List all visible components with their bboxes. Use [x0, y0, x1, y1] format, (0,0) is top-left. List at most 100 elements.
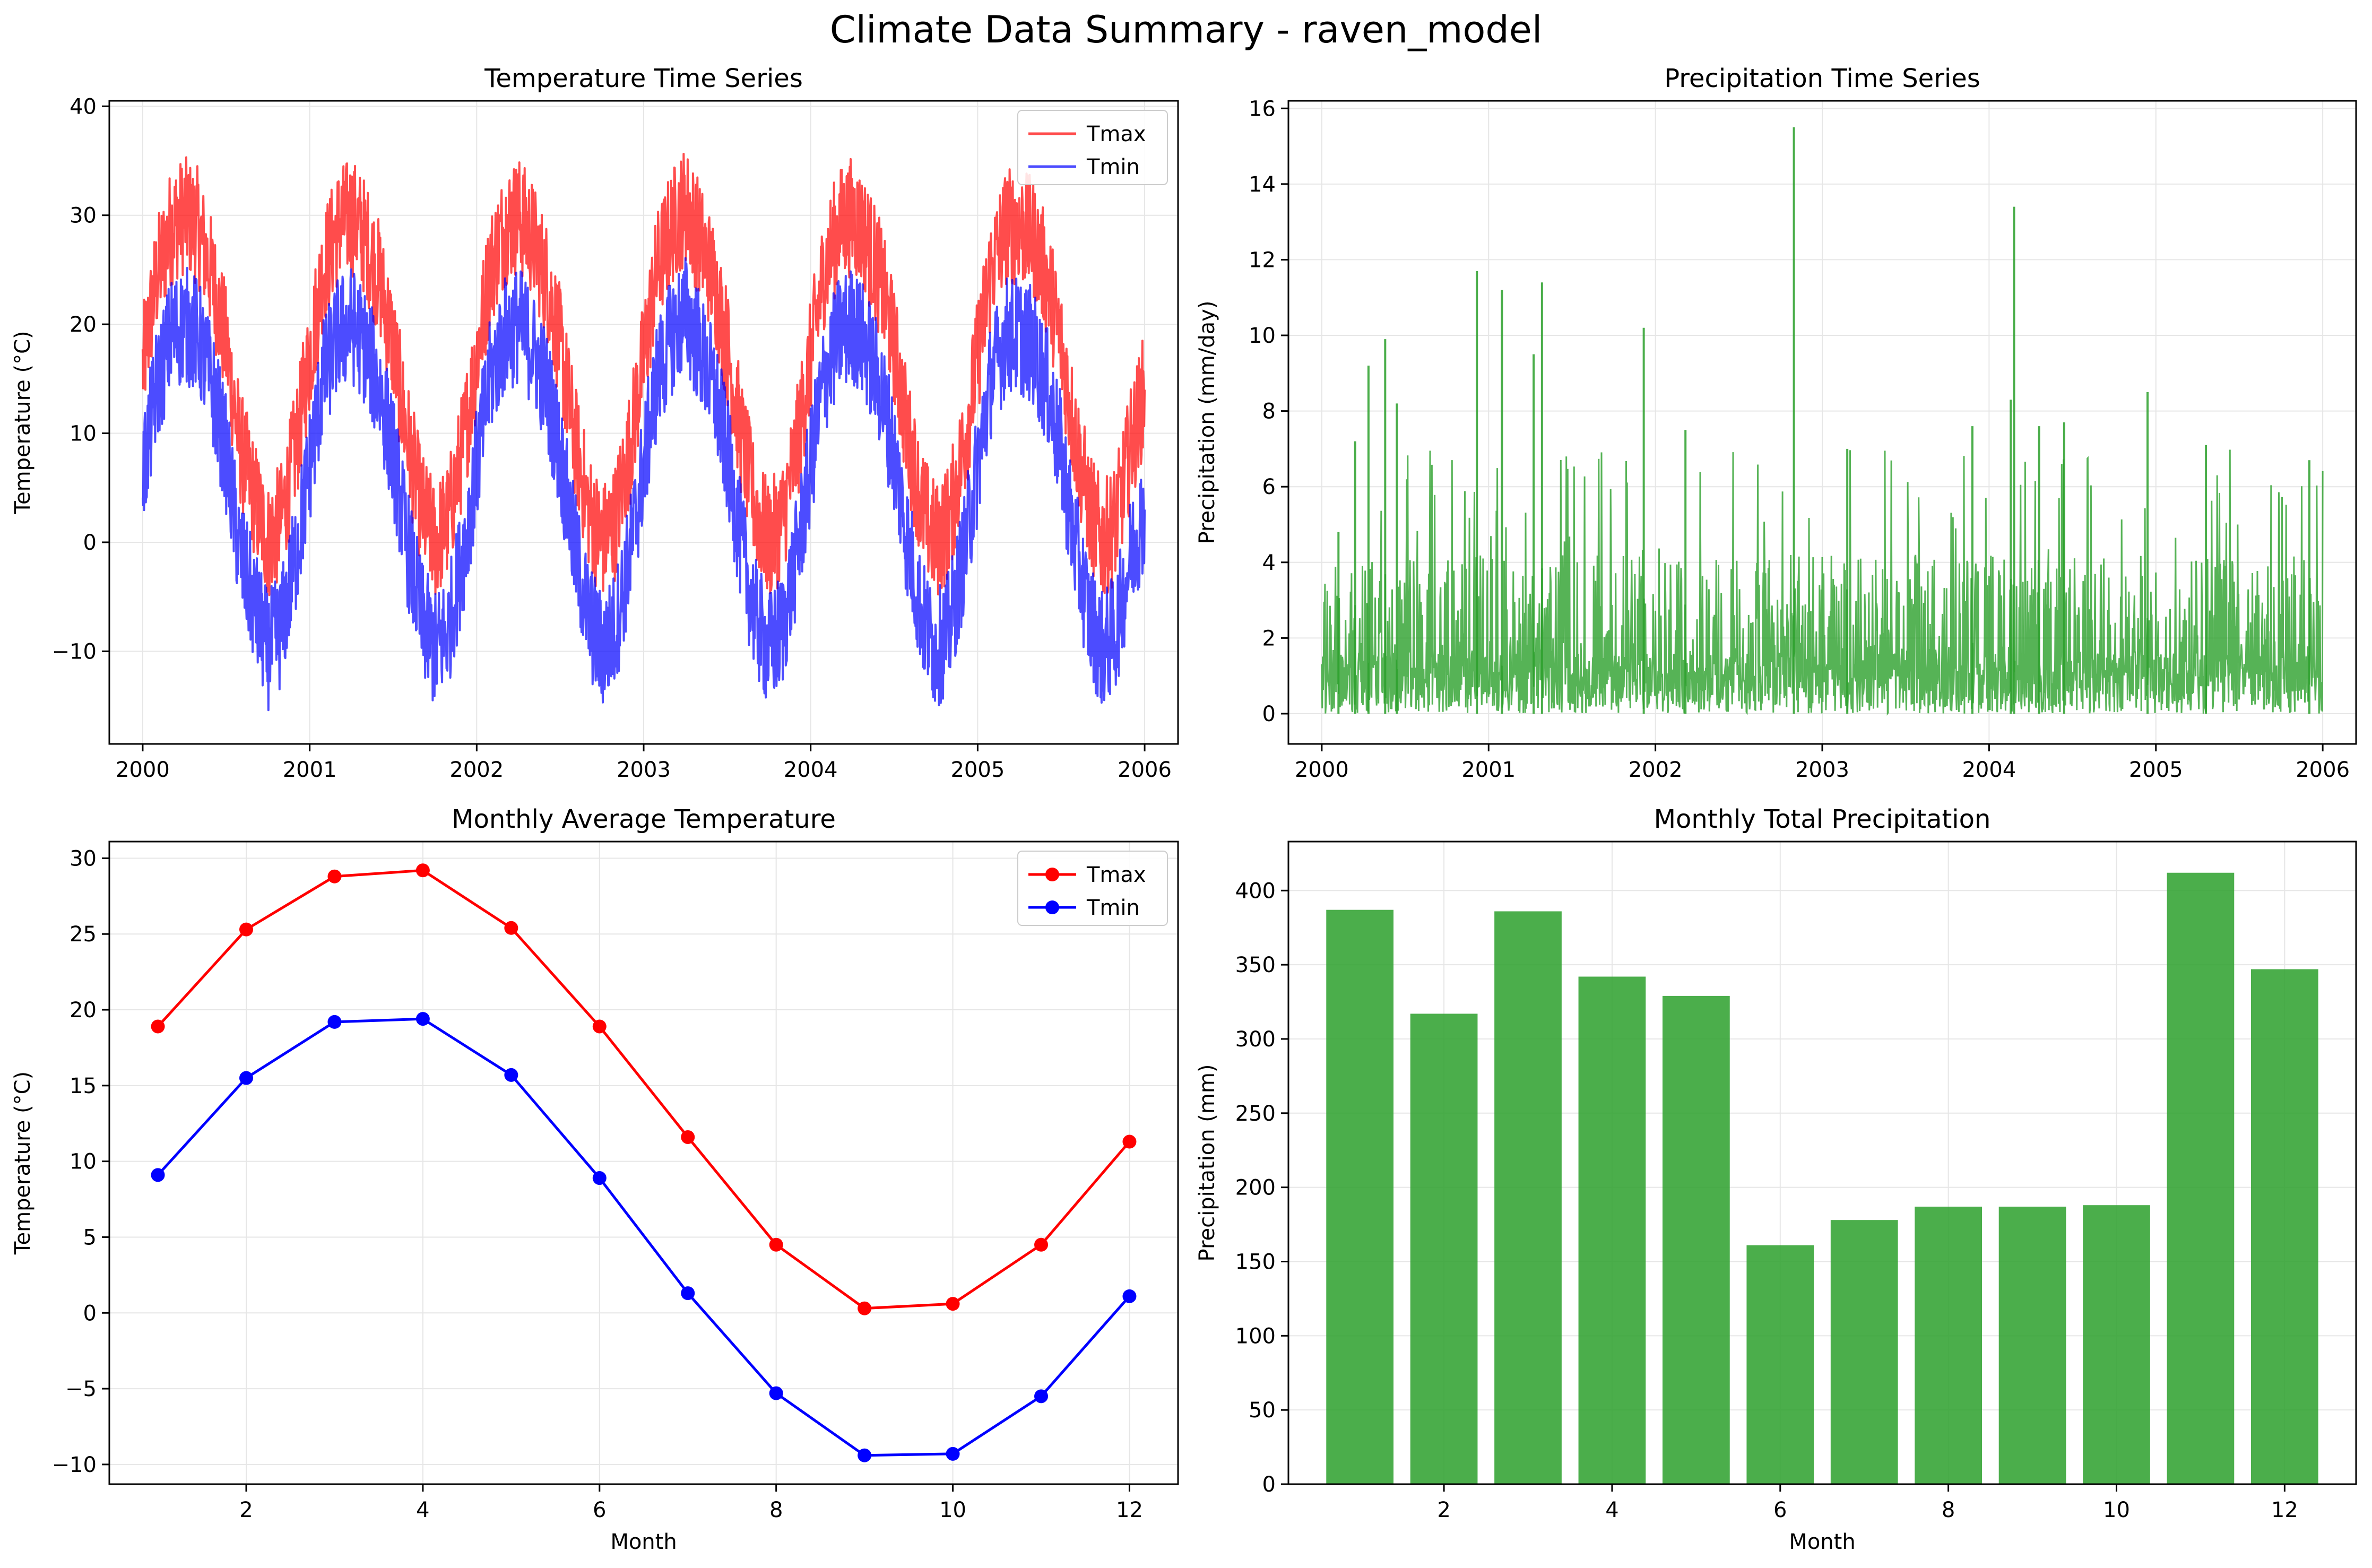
- y-tick-label: 0: [1262, 702, 1276, 726]
- y-tick-label: 20: [70, 998, 97, 1023]
- y-tick-label: 2: [1262, 626, 1276, 651]
- legend-label-tmax: Tmax: [1086, 863, 1146, 887]
- axes-frame: [1287, 841, 2357, 1485]
- y-tick-label: 15: [70, 1074, 97, 1098]
- data-point-tmin: [946, 1446, 960, 1461]
- x-tick-label: 4: [1605, 1498, 1618, 1522]
- bar: [1915, 1207, 1983, 1484]
- x-tick-label: 2006: [1118, 758, 1172, 782]
- x-tick-label: 4: [416, 1498, 429, 1522]
- data-point-tmin: [592, 1171, 607, 1185]
- y-axis-label: Temperature (°C): [11, 331, 35, 514]
- legend: Tmax Tmin: [1017, 110, 1168, 185]
- x-tick-label: 12: [2271, 1498, 2298, 1522]
- data-marks: [1326, 872, 2318, 1484]
- y-tick-label: 10: [70, 1150, 97, 1174]
- y-tick-label: 250: [1235, 1102, 1276, 1126]
- y-tick-label: 6: [1262, 475, 1276, 499]
- y-axis-label: Temperature (°C): [11, 1071, 35, 1255]
- x-tick-label: 2004: [1962, 758, 2016, 782]
- y-tick-label: 100: [1235, 1324, 1276, 1348]
- figure-suptitle: Climate Data Summary - raven_model: [830, 8, 1543, 51]
- x-tick-label: 2001: [1461, 758, 1516, 782]
- x-tick-label: 2001: [283, 758, 337, 782]
- bar: [1578, 976, 1646, 1484]
- subplot-precip_ts: 2000 2001 2002 2003 2004 2005 2006 0 2 4 6 8 10 12 14 1…: [1195, 64, 2357, 782]
- y-tick-label: 300: [1235, 1027, 1276, 1052]
- y-tick-label: 50: [1249, 1398, 1276, 1423]
- y-tick-label: −5: [65, 1377, 97, 1401]
- y-tick-label: 0: [83, 531, 97, 555]
- legend-label-tmax: Tmax: [1086, 122, 1146, 146]
- y-tick-label: 5: [83, 1225, 97, 1250]
- series-line-tmin: [157, 1017, 1131, 1457]
- subplot-monthly_temp: 2 4 6 8 10 12 −10 −5 0 5 10 15 20 25 30 Monthly Average…: [11, 804, 1179, 1554]
- x-tick-label: 2004: [784, 758, 838, 782]
- x-tick-label: 2002: [449, 758, 504, 782]
- subplot-title: Monthly Total Precipitation: [1654, 804, 1991, 834]
- y-tick-label: 30: [70, 204, 97, 228]
- legend-marker-tmin: [1045, 900, 1059, 914]
- y-tick-label: 16: [1249, 97, 1276, 121]
- bar: [1326, 909, 1394, 1484]
- y-tick-label: −10: [52, 639, 97, 664]
- data-point-tmin: [151, 1168, 165, 1182]
- x-tick-label: 6: [1773, 1498, 1787, 1522]
- y-tick-label: 40: [70, 94, 97, 119]
- y-tick-label: −10: [52, 1453, 97, 1477]
- y-tick-label: 0: [83, 1301, 97, 1326]
- y-axis-label: Precipitation (mm): [1195, 1064, 1219, 1262]
- series-line-tmax: [141, 153, 1146, 596]
- x-tick-label: 10: [2103, 1498, 2130, 1522]
- x-tick-label: 2002: [1629, 758, 1683, 782]
- data-point-tmin: [1122, 1289, 1137, 1303]
- y-tick-label: 10: [1249, 324, 1276, 348]
- data-point-tmin: [1034, 1389, 1049, 1404]
- x-tick-label: 10: [939, 1498, 966, 1522]
- legend-label-tmin: Tmin: [1086, 155, 1140, 179]
- bar: [2167, 872, 2235, 1484]
- data-point-tmin: [415, 1012, 430, 1026]
- x-tick-label: 2003: [617, 758, 671, 782]
- subplot-title: Monthly Average Temperature: [452, 804, 836, 834]
- y-tick-label: 350: [1235, 953, 1276, 977]
- x-tick-label: 2: [239, 1498, 253, 1522]
- data-point-tmax: [504, 921, 518, 935]
- precip-series-line: [1321, 449, 2324, 716]
- data-marks: [151, 863, 1137, 1462]
- axes-frame: [108, 841, 1179, 1485]
- subplot-temp_ts: 2000 2001 2002 2003 2004 2005 2006 −10 0 10 20 30 40…: [11, 64, 1179, 782]
- data-point-tmax: [415, 863, 430, 878]
- data-point-tmin: [858, 1448, 872, 1462]
- legend-marker-tmax: [1045, 868, 1059, 881]
- y-tick-label: 8: [1262, 400, 1276, 424]
- data-marks: [1321, 127, 2324, 716]
- data-point-tmax: [946, 1297, 960, 1311]
- data-point-tmax: [592, 1019, 607, 1034]
- data-point-tmax: [1122, 1134, 1137, 1149]
- x-tick-label: 6: [593, 1498, 606, 1522]
- data-point-tmax: [858, 1301, 872, 1315]
- data-point-tmin: [769, 1386, 783, 1400]
- x-tick-label: 2: [1437, 1498, 1450, 1522]
- y-tick-label: 400: [1235, 879, 1276, 903]
- x-tick-label: 12: [1116, 1498, 1143, 1522]
- bar: [2083, 1205, 2150, 1484]
- data-point-tmax: [1034, 1237, 1049, 1252]
- x-tick-label: 2005: [950, 758, 1005, 782]
- data-marks: [141, 153, 1146, 712]
- bar: [1494, 911, 1562, 1484]
- x-tick-label: 2003: [1795, 758, 1849, 782]
- subplot-title: Precipitation Time Series: [1664, 64, 1980, 93]
- series-line-tmax: [157, 869, 1131, 1310]
- y-tick-label: 20: [70, 313, 97, 337]
- data-point-tmax: [327, 869, 342, 883]
- subplot-monthly_precip: 2 4 6 8 10 12 0 50 100 150 200 250 300 350 400 Monthly …: [1195, 804, 2357, 1554]
- data-point-tmax: [769, 1237, 783, 1252]
- series-line-tmin: [141, 257, 1146, 712]
- x-tick-label: 2000: [116, 758, 170, 782]
- x-axis-label: Month: [1789, 1530, 1855, 1554]
- bar: [2250, 969, 2318, 1484]
- x-tick-label: 8: [1942, 1498, 1955, 1522]
- data-point-tmax: [239, 922, 253, 937]
